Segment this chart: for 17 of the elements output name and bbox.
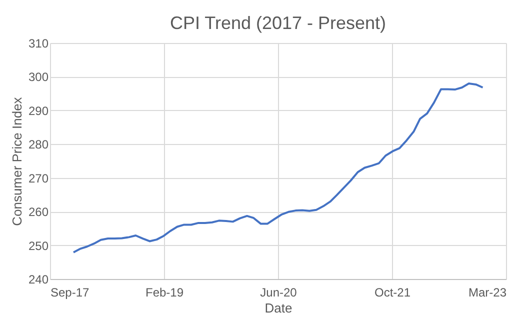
line-series [72, 82, 484, 254]
y-tick-label: 300 [28, 70, 49, 84]
x-tick-label: Jun-20 [260, 286, 298, 300]
y-tick-label: 250 [28, 238, 49, 253]
y-tick-label: 290 [28, 104, 49, 118]
x-tick-label: Feb-19 [145, 286, 184, 300]
y-tick-label: 260 [28, 205, 49, 220]
y-tick-label: 280 [28, 138, 49, 152]
y-tick-label: 240 [28, 272, 49, 286]
x-axis-title: Date [264, 300, 292, 316]
x-tick-label: Oct-21 [374, 286, 411, 300]
y-tick-label: 270 [28, 171, 49, 186]
chart-title: CPI Trend (2017 - Present) [170, 13, 386, 33]
x-tick-label: Sep-17 [50, 286, 90, 300]
y-tick-label: 310 [28, 36, 49, 50]
x-tick-label: Mar-23 [468, 286, 507, 300]
y-axis-title: Consumer Price Index [9, 96, 24, 226]
